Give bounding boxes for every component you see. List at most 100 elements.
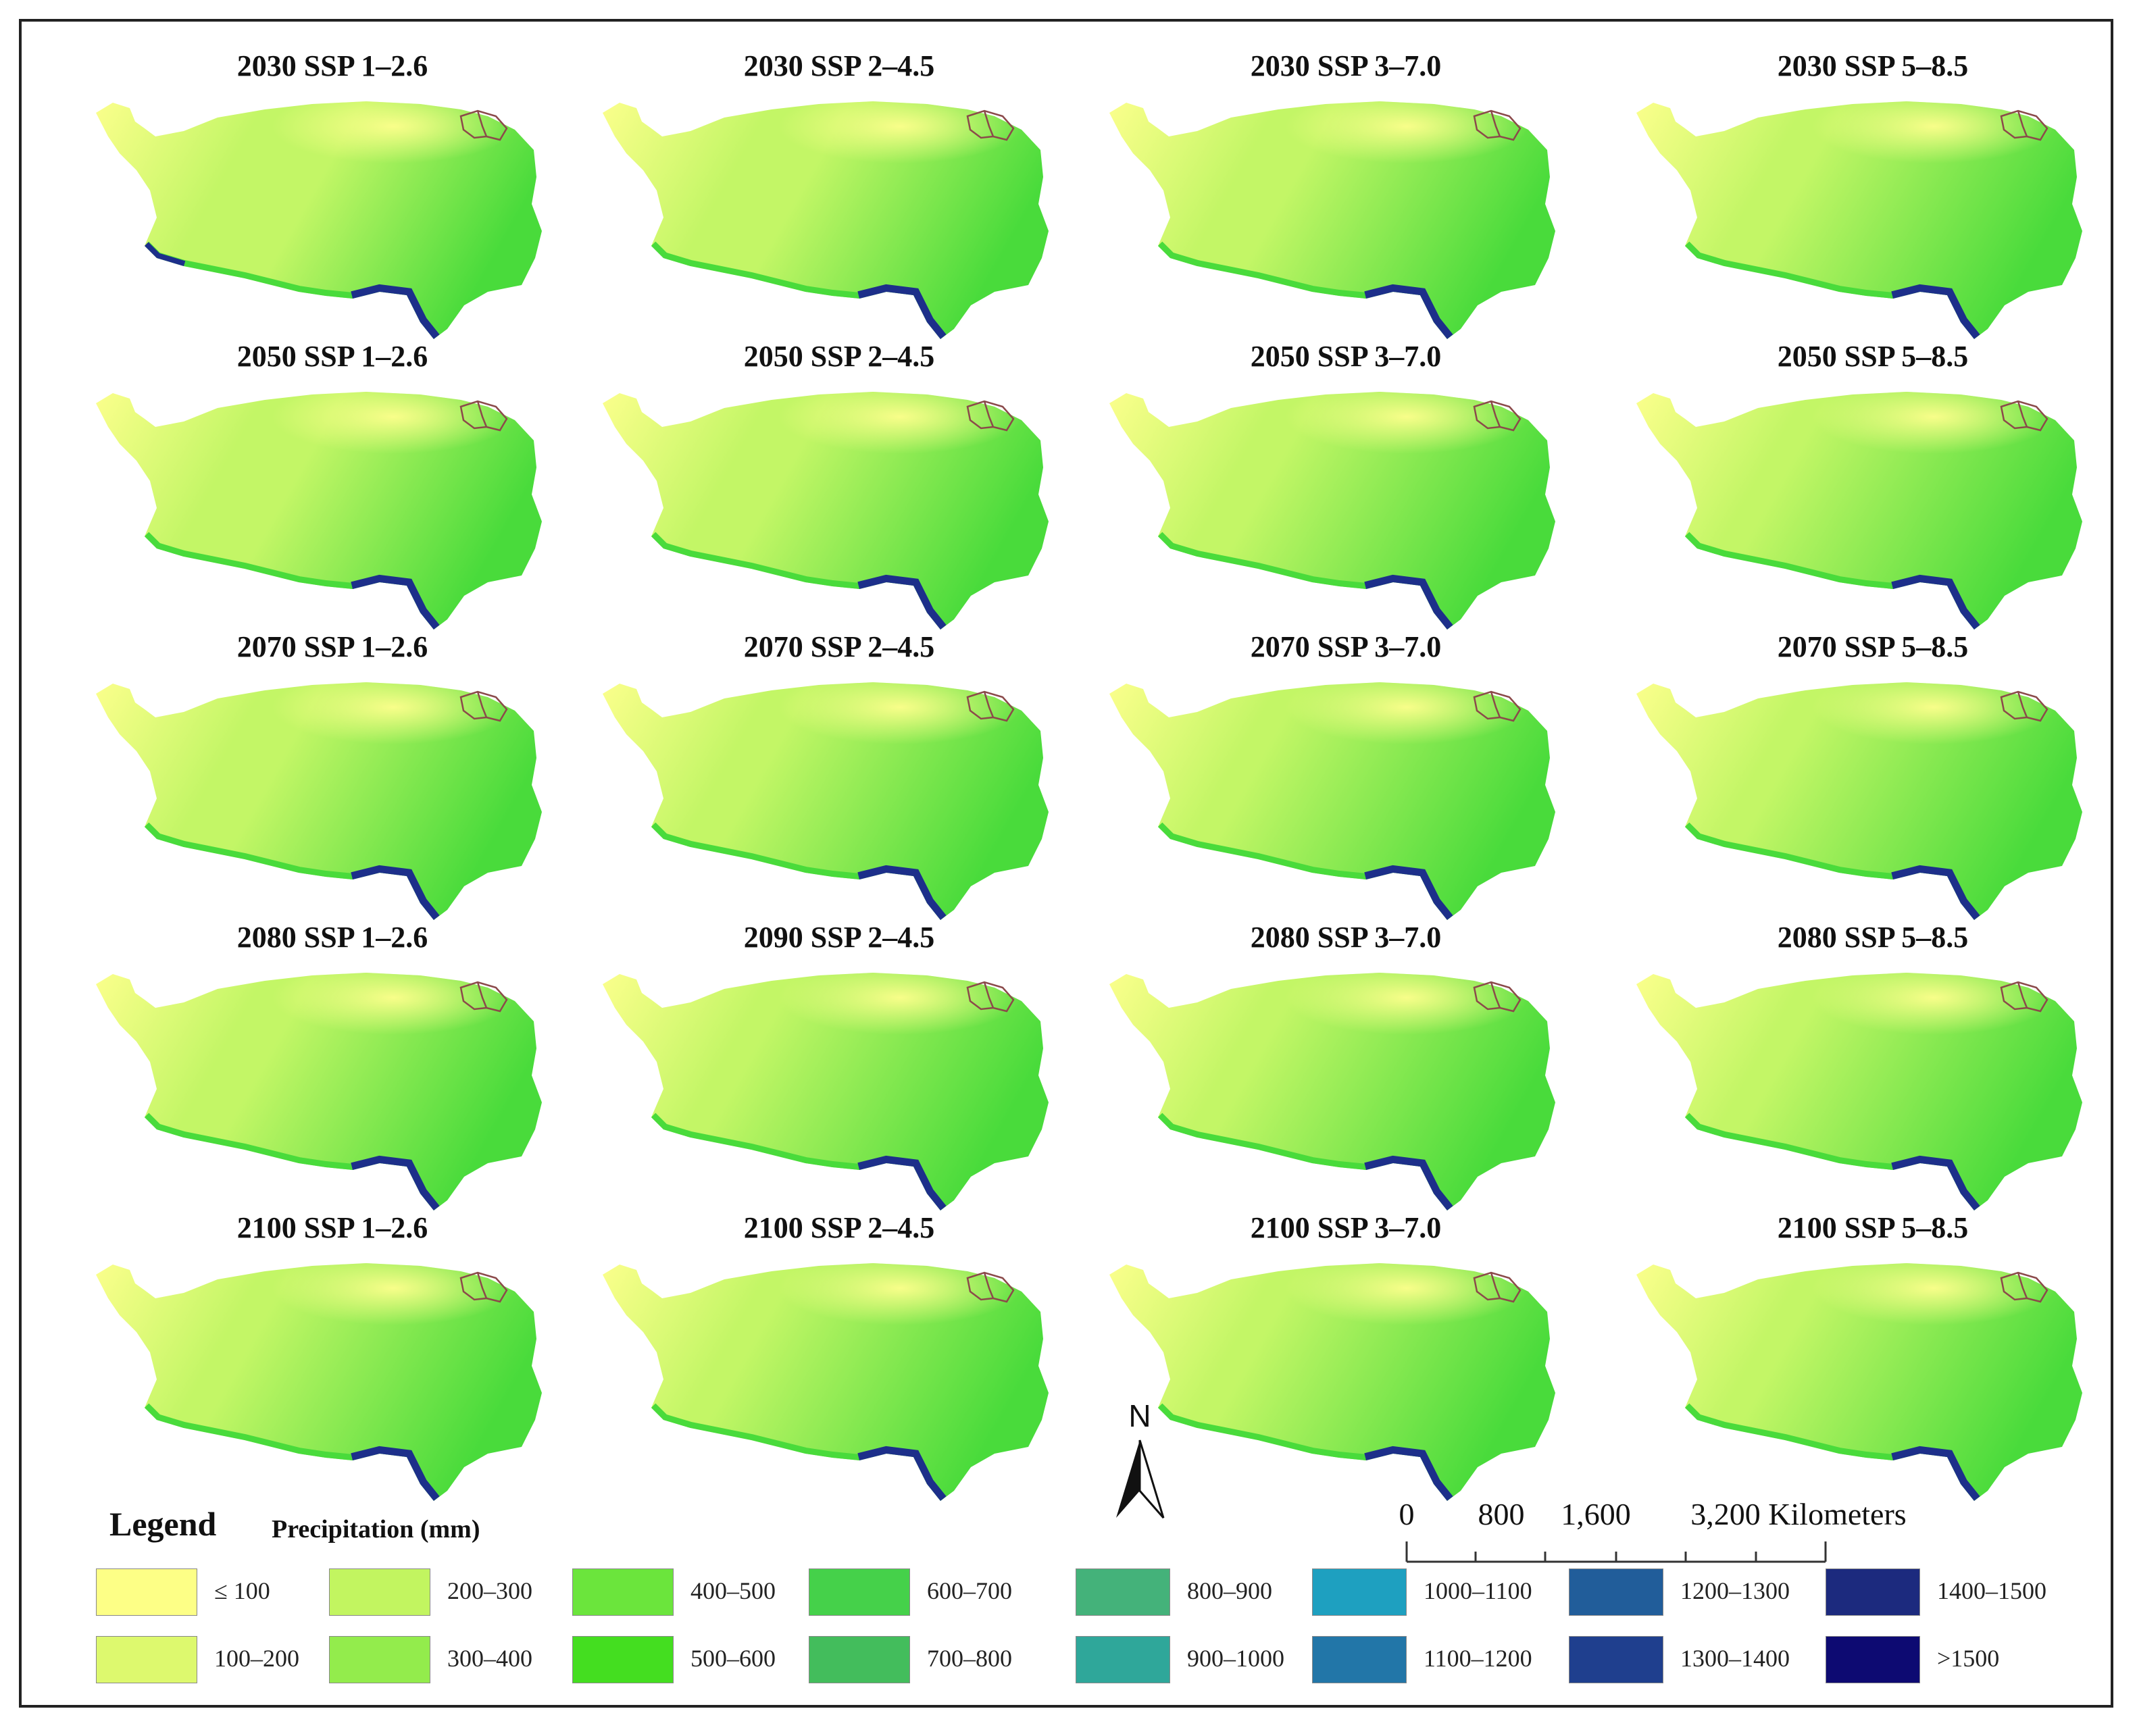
basin-outline (459, 109, 508, 141)
panel-title: 2100 SSP 5–8.5 (1777, 1211, 1969, 1244)
scale-label: 800 (1478, 1497, 1525, 1531)
legend-label: 300–400 (447, 1645, 532, 1672)
precipitation-map (1636, 973, 2082, 1210)
map-panel: 2100 SSP 2–4.5 (589, 1210, 1089, 1501)
basin-outline (966, 109, 1015, 141)
legend-title: Legend (109, 1505, 217, 1543)
scale-label: 0 (1399, 1497, 1415, 1531)
basin-outline (1473, 981, 1522, 1013)
legend-swatch (1826, 1636, 1920, 1683)
panel-title: 2050 SSP 3–7.0 (1250, 340, 1442, 373)
map-panel: 2070 SSP 2–4.5 (589, 630, 1089, 920)
panel-title: 2100 SSP 2–4.5 (743, 1211, 935, 1244)
legend-label: ≤ 100 (214, 1577, 270, 1604)
precipitation-map (1636, 1263, 2082, 1501)
legend-label: 600–700 (927, 1577, 1012, 1604)
legend-label: 200–300 (447, 1577, 532, 1604)
legend-label: >1500 (1937, 1645, 2000, 1672)
legend-swatch (96, 1568, 197, 1616)
map-panel: 2100 SSP 1–2.6 (82, 1210, 582, 1501)
map-panel: 2030 SSP 5–8.5 (1623, 49, 2123, 339)
panel-title: 2050 SSP 5–8.5 (1777, 340, 1969, 373)
legend-label: 700–800 (927, 1645, 1012, 1672)
legend-swatch (809, 1568, 910, 1616)
map-panel: 2050 SSP 1–2.6 (82, 339, 582, 630)
legend-swatch (1312, 1568, 1407, 1616)
basin-outline (966, 981, 1015, 1013)
legend-label: 500–600 (690, 1645, 776, 1672)
panel-title: 2080 SSP 3–7.0 (1250, 921, 1442, 954)
map-panel: 2100 SSP 3–7.0 (1096, 1210, 1596, 1501)
panel-title: 2100 SSP 3–7.0 (1250, 1211, 1442, 1244)
legend-swatch (809, 1636, 910, 1683)
legend-swatch (1312, 1636, 1407, 1683)
legend-swatch (1826, 1568, 1920, 1616)
map-panel: 2090 SSP 2–4.5 (589, 920, 1089, 1210)
legend-swatch (1569, 1568, 1663, 1616)
legend-label: 1400–1500 (1937, 1577, 2046, 1604)
panel-title: 2070 SSP 5–8.5 (1777, 630, 1969, 663)
legend-label: 900–1000 (1187, 1645, 1284, 1672)
map-panel: 2050 SSP 3–7.0 (1096, 339, 1596, 630)
precipitation-map (603, 1263, 1049, 1501)
precipitation-map (1636, 392, 2082, 630)
precipitation-map (96, 1263, 542, 1501)
map-panel: 2070 SSP 5–8.5 (1623, 630, 2123, 920)
legend-label: 1300–1400 (1680, 1645, 1790, 1672)
basin-outline (966, 690, 1015, 722)
precipitation-map (1636, 101, 2082, 339)
legend-swatch (96, 1636, 197, 1683)
basin-outline (2000, 400, 2048, 432)
north-arrow-icon: N (1116, 1400, 1165, 1518)
precipitation-map (603, 973, 1049, 1210)
map-panel: 2080 SSP 1–2.6 (82, 920, 582, 1210)
scale-bar: 0 800 1,600 3,200 Kilometers (1399, 1497, 1907, 1563)
panel-title: 2050 SSP 1–2.6 (236, 340, 428, 373)
legend-swatch (329, 1568, 430, 1616)
panel-title: 2030 SSP 3–7.0 (1250, 49, 1442, 82)
precipitation-map (96, 101, 542, 339)
map-panel: 2030 SSP 3–7.0 (1096, 49, 1596, 339)
panel-title: 2050 SSP 2–4.5 (743, 340, 935, 373)
basin-outline (459, 1271, 508, 1303)
legend-swatch (1569, 1636, 1663, 1683)
basin-outline (1473, 109, 1522, 141)
precipitation-map (1109, 973, 1555, 1210)
map-panel: 2050 SSP 2–4.5 (589, 339, 1089, 630)
map-panel: 2050 SSP 5–8.5 (1623, 339, 2123, 630)
basin-outline (2000, 690, 2048, 722)
north-label: N (1128, 1400, 1151, 1433)
basin-outline (459, 981, 508, 1013)
panel-title: 2080 SSP 1–2.6 (236, 921, 428, 954)
precipitation-map (603, 682, 1049, 920)
legend-swatch (572, 1568, 674, 1616)
legend-swatch (1076, 1568, 1170, 1616)
panel-title: 2090 SSP 2–4.5 (743, 921, 935, 954)
legend-swatch (1076, 1636, 1170, 1683)
legend-label: 1000–1100 (1424, 1577, 1532, 1604)
precipitation-map (96, 973, 542, 1210)
map-panel: 2080 SSP 3–7.0 (1096, 920, 1596, 1210)
legend-swatch (329, 1636, 430, 1683)
basin-outline (2000, 109, 2048, 141)
panel-title: 2070 SSP 1–2.6 (236, 630, 428, 663)
basin-outline (459, 690, 508, 722)
map-panel: 2030 SSP 2–4.5 (589, 49, 1089, 339)
legend-label: 800–900 (1187, 1577, 1272, 1604)
precipitation-map (1109, 682, 1555, 920)
precipitation-map (96, 682, 542, 920)
map-panel: 2070 SSP 1–2.6 (82, 630, 582, 920)
basin-outline (459, 400, 508, 432)
panel-title: 2070 SSP 3–7.0 (1250, 630, 1442, 663)
legend-label: 100–200 (214, 1645, 299, 1672)
precipitation-map (1636, 682, 2082, 920)
precipitation-map (96, 392, 542, 630)
basin-outline (966, 1271, 1015, 1303)
legend-swatch (572, 1636, 674, 1683)
map-panel: 2080 SSP 5–8.5 (1623, 920, 2123, 1210)
map-panel: 2100 SSP 5–8.5 (1623, 1210, 2123, 1501)
panel-title: 2030 SSP 2–4.5 (743, 49, 935, 82)
legend-label: 400–500 (690, 1577, 776, 1604)
panel-title: 2100 SSP 1–2.6 (236, 1211, 428, 1244)
basin-outline (966, 400, 1015, 432)
